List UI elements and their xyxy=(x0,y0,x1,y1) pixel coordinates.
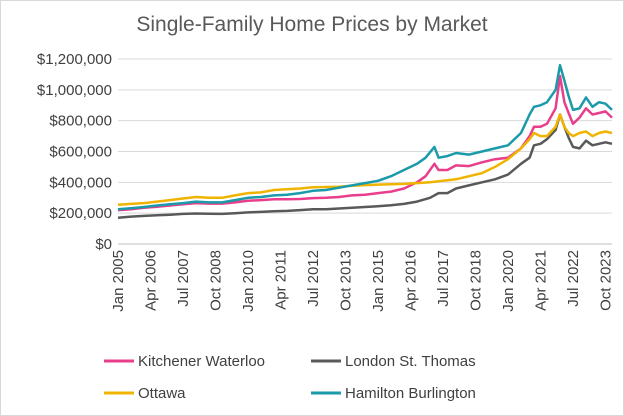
legend-label-kitchener-waterloo: Kitchener Waterloo xyxy=(138,353,265,370)
x-tick-label: Jan 2005 xyxy=(110,250,127,312)
legend-label-london-st-thomas: London St. Thomas xyxy=(345,353,476,370)
x-axis-ticks: Jan 2005 Apr 2006 Jul 2007 Oct 2008 Jan 2010… xyxy=(110,250,615,312)
y-tick-label: $400,000 xyxy=(49,174,112,191)
gridlines xyxy=(118,58,612,214)
y-tick-label: $1,200,000 xyxy=(37,51,112,68)
x-tick-label: Jan 2015 xyxy=(370,250,387,312)
x-tick-label: Oct 2008 xyxy=(208,250,225,311)
series-line-kitchener-waterloo xyxy=(117,74,613,212)
y-tick-label: $1,000,000 xyxy=(37,82,112,99)
x-tick-label: Oct 2013 xyxy=(338,250,355,311)
y-axis-ticks: $0 $200,000 $400,000 $600,000 $800,000 $1,000… xyxy=(37,51,112,253)
y-tick-label: $0 xyxy=(95,236,112,253)
series-line-ottawa xyxy=(117,113,613,206)
x-tick-label: Oct 2023 xyxy=(598,250,615,311)
legend-label-hamilton-burlington: Hamilton Burlington xyxy=(345,385,476,402)
x-tick-label: Jul 2017 xyxy=(435,250,452,307)
legend: Kitchener Waterloo London St. Thomas Ott… xyxy=(104,353,476,402)
x-tick-label: Apr 2016 xyxy=(403,250,420,311)
x-tick-label: Jul 2007 xyxy=(175,250,192,307)
series-line-hamilton-burlington xyxy=(117,63,613,211)
x-tick-label: Jan 2010 xyxy=(240,250,257,312)
series-lines xyxy=(117,63,613,220)
x-tick-label: Jul 2022 xyxy=(565,250,582,307)
x-tick-label: Jan 2020 xyxy=(500,250,517,312)
x-tick-label: Apr 2011 xyxy=(273,250,290,310)
legend-label-ottawa: Ottawa xyxy=(138,385,186,402)
y-tick-label: $200,000 xyxy=(49,205,112,222)
chart-title: Single-Family Home Prices by Market xyxy=(136,13,487,36)
x-tick-label: Apr 2006 xyxy=(143,250,160,311)
x-tick-label: Oct 2018 xyxy=(468,250,485,311)
x-tick-label: Apr 2021 xyxy=(533,250,550,311)
y-tick-label: $600,000 xyxy=(49,144,112,161)
y-tick-label: $800,000 xyxy=(49,113,112,130)
x-tick-label: Jul 2012 xyxy=(305,250,322,307)
